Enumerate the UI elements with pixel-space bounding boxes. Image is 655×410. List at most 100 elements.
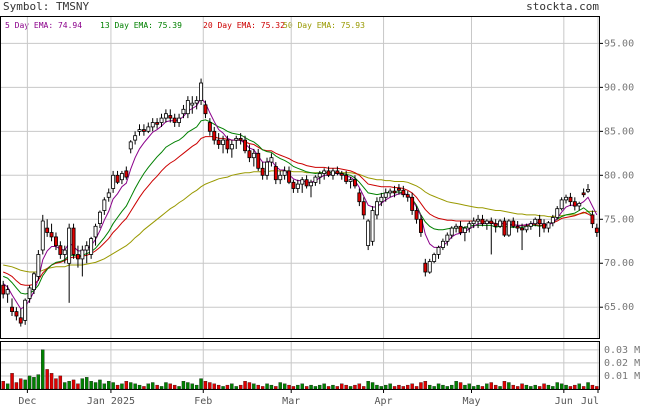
candle-body-up	[221, 139, 225, 145]
candle	[212, 126, 217, 145]
candle-body-down	[344, 174, 349, 182]
candle-body-up	[374, 201, 379, 216]
candle-body-up	[476, 218, 480, 222]
volume-bar	[542, 383, 546, 390]
volume-tick-label: 0.02 M	[604, 358, 640, 369]
candle	[515, 221, 520, 233]
volume-bar	[274, 386, 278, 390]
candle	[18, 308, 23, 327]
candle	[80, 245, 85, 277]
candle-body-down	[502, 220, 507, 236]
price-tick-label: 75.00	[604, 214, 634, 225]
candles	[1, 78, 599, 327]
volume-bar	[212, 383, 216, 390]
candle-body-down	[238, 137, 243, 141]
legend-ema50: 50 Day EMA: 75.93	[283, 21, 365, 30]
ema20-line	[3, 136, 593, 286]
candle-body-up	[300, 179, 305, 185]
volume-bar	[120, 383, 124, 390]
legend-ema20-label: 20 Day EMA:	[203, 21, 261, 30]
candle	[498, 219, 502, 229]
x-tick-label: Apr	[375, 396, 393, 406]
volume-bar	[362, 386, 366, 390]
volume-bar	[49, 373, 54, 390]
volume-bar	[300, 383, 304, 390]
candle	[533, 217, 538, 227]
candle-body-down	[581, 192, 586, 196]
volume-bar	[428, 384, 432, 390]
candle	[67, 223, 72, 303]
volume-bar	[102, 383, 107, 390]
candle-body-up	[269, 157, 274, 163]
volume-grid	[1, 342, 599, 389]
candle-body-down	[326, 170, 331, 176]
candle	[115, 170, 120, 185]
candle	[247, 144, 252, 163]
candle-body-down	[515, 225, 520, 229]
candle	[568, 192, 573, 207]
candle	[357, 188, 362, 207]
volume-bar	[410, 383, 414, 390]
volume-bar	[480, 386, 485, 390]
candle-body-down	[256, 152, 261, 169]
candle-body-up	[366, 220, 371, 247]
volume-panel-frame	[0, 341, 600, 390]
candle	[555, 206, 560, 220]
candle-body-up	[388, 190, 393, 194]
candle	[344, 170, 349, 185]
candle	[238, 133, 243, 145]
candle	[36, 250, 41, 281]
candle	[335, 166, 340, 176]
legend-ema5-label: 5 Day EMA:	[5, 21, 58, 30]
legend-ema20: 20 Day EMA: 75.32	[203, 21, 285, 30]
volume-bar	[458, 382, 463, 390]
candle-body-down	[392, 190, 397, 194]
volume-bar	[388, 383, 392, 390]
candle-body-up	[383, 192, 388, 198]
candle	[427, 258, 432, 274]
price-tick-label: 80.00	[604, 170, 634, 181]
volume-bar	[177, 386, 181, 390]
candle	[454, 223, 459, 233]
candle	[1, 280, 6, 299]
volume-bar	[551, 386, 555, 390]
volume-bar	[133, 383, 137, 390]
volume-bar	[58, 375, 63, 390]
candle	[62, 245, 67, 264]
candle-body-down	[18, 317, 23, 324]
candle	[361, 197, 366, 220]
candle-body-down	[410, 196, 415, 211]
x-tick-label: Jun	[555, 396, 573, 406]
volume-bar	[476, 384, 480, 390]
candle	[471, 217, 476, 229]
candle	[54, 232, 58, 251]
candle-body-down	[572, 201, 577, 207]
candle-body-down	[76, 254, 80, 260]
candle-body-down	[537, 218, 542, 225]
volume-bar	[515, 386, 520, 390]
candle	[159, 113, 164, 127]
candle-body-up	[89, 238, 94, 255]
candle-body-up	[555, 208, 560, 218]
volume-bar	[146, 383, 151, 390]
candle	[339, 170, 344, 180]
volume-bar	[111, 382, 115, 390]
price-tick-label: 70.00	[604, 258, 634, 269]
volume-bar	[401, 386, 406, 390]
volume-axis: 0.03 M 0.02 M 0.01 M	[604, 345, 640, 382]
candle-body-down	[287, 170, 291, 183]
volume-tick-label: 0.03 M	[604, 345, 640, 356]
volume-bar	[14, 382, 19, 390]
candle-body-up	[5, 289, 10, 295]
candle	[287, 166, 291, 185]
volume-bar	[419, 382, 423, 390]
candle	[40, 214, 45, 255]
candle-body-down	[207, 122, 212, 132]
candle-body-down	[71, 227, 76, 255]
candle-body-up	[159, 117, 164, 123]
candle-body-down	[423, 262, 428, 273]
candle-body-down	[203, 104, 208, 115]
volume-bar	[546, 384, 551, 390]
volume-bar	[5, 383, 10, 390]
candle	[511, 217, 516, 229]
